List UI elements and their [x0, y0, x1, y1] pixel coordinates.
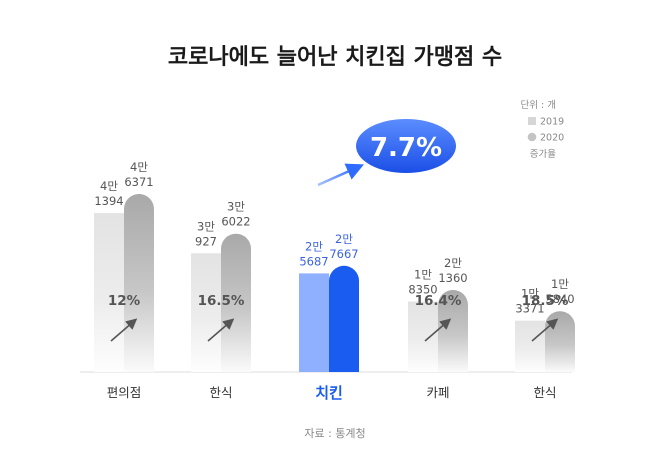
highlight-growth-value: 7.7% — [370, 133, 442, 163]
value-label-2020-3-num: 1360 — [438, 271, 467, 285]
growth-label-3: 16.4% — [415, 293, 462, 309]
bar-2019-fade-0 — [94, 213, 124, 372]
growth-label-4: 18.5% — [522, 293, 569, 309]
value-label-2020-4-num: 5840 — [545, 292, 574, 306]
category-label-1: 한식 — [209, 385, 232, 400]
category-label-4: 한식 — [533, 385, 556, 400]
bar-2019-fade-3 — [408, 301, 438, 372]
category-label-0: 편의점 — [107, 385, 142, 400]
growth-arrow-1 — [207, 318, 235, 342]
value-label-2020-2-num: 7667 — [329, 247, 358, 261]
category-label-3: 카페 — [426, 385, 449, 400]
value-label-2019-3-unit: 1만 — [414, 268, 432, 282]
legend-unit: 단위 : 개 — [521, 99, 556, 111]
value-label-2019-3-num: 8350 — [408, 283, 437, 297]
value-label-2020-0-unit: 4만 — [130, 160, 148, 174]
value-label-2019-1-num: 927 — [195, 234, 217, 248]
growth-arrow-0 — [110, 318, 138, 342]
bar-2020-fade-1 — [221, 233, 251, 372]
legend-swatch-2019 — [528, 117, 536, 125]
legend-label-growth: 증가율 — [530, 149, 556, 160]
value-label-2019-4-num: 3371 — [515, 302, 544, 316]
legend-swatch-2020 — [527, 132, 537, 142]
value-label-2019-2-unit: 2만 — [305, 239, 323, 253]
value-label-2020-4-unit: 1만 — [551, 277, 569, 291]
value-label-2019-0-num: 1394 — [94, 194, 123, 208]
value-label-2020-1-num: 6022 — [221, 215, 250, 229]
legend-label-2019: 2019 — [540, 117, 564, 128]
bar-2020-2 — [329, 265, 359, 372]
legend-label-2020: 2020 — [540, 133, 564, 144]
value-label-2019-0-unit: 4만 — [100, 179, 118, 193]
value-label-2020-0-num: 6371 — [124, 175, 153, 189]
growth-label-1: 16.5% — [198, 293, 245, 309]
highlight-growth-badge — [356, 119, 456, 173]
value-label-2019-2-num: 5687 — [299, 254, 328, 268]
value-label-2019-1-unit: 3만 — [197, 219, 215, 233]
value-label-2020-2-unit: 2만 — [335, 232, 353, 246]
value-label-2019-4-unit: 1만 — [521, 287, 539, 301]
growth-arrow-4 — [531, 318, 559, 342]
bar-2019-fade-1 — [191, 253, 221, 372]
bar-2020-fade-0 — [124, 194, 154, 372]
bar-2019-2 — [299, 273, 329, 372]
bar-2020-fade-3 — [438, 290, 468, 372]
value-label-2020-1-unit: 3만 — [227, 200, 245, 214]
value-label-2020-3-unit: 2만 — [444, 256, 462, 270]
growth-label-0: 12% — [108, 293, 141, 309]
bar-2019-fade-4 — [515, 320, 545, 372]
bar-groups: 4만13944만637112%편의점3만9273만602216.5%한식2만56… — [94, 160, 575, 402]
bar-2020-fade-4 — [545, 311, 575, 372]
highlight-growth-arrow — [317, 163, 364, 187]
source-note: 자료 : 통계청 — [304, 427, 365, 440]
growth-arrow-3 — [424, 318, 452, 342]
chart-title: 코로나에도 늘어난 치킨집 가맹점 수 — [168, 45, 502, 70]
category-label-2: 치킨 — [315, 384, 343, 402]
